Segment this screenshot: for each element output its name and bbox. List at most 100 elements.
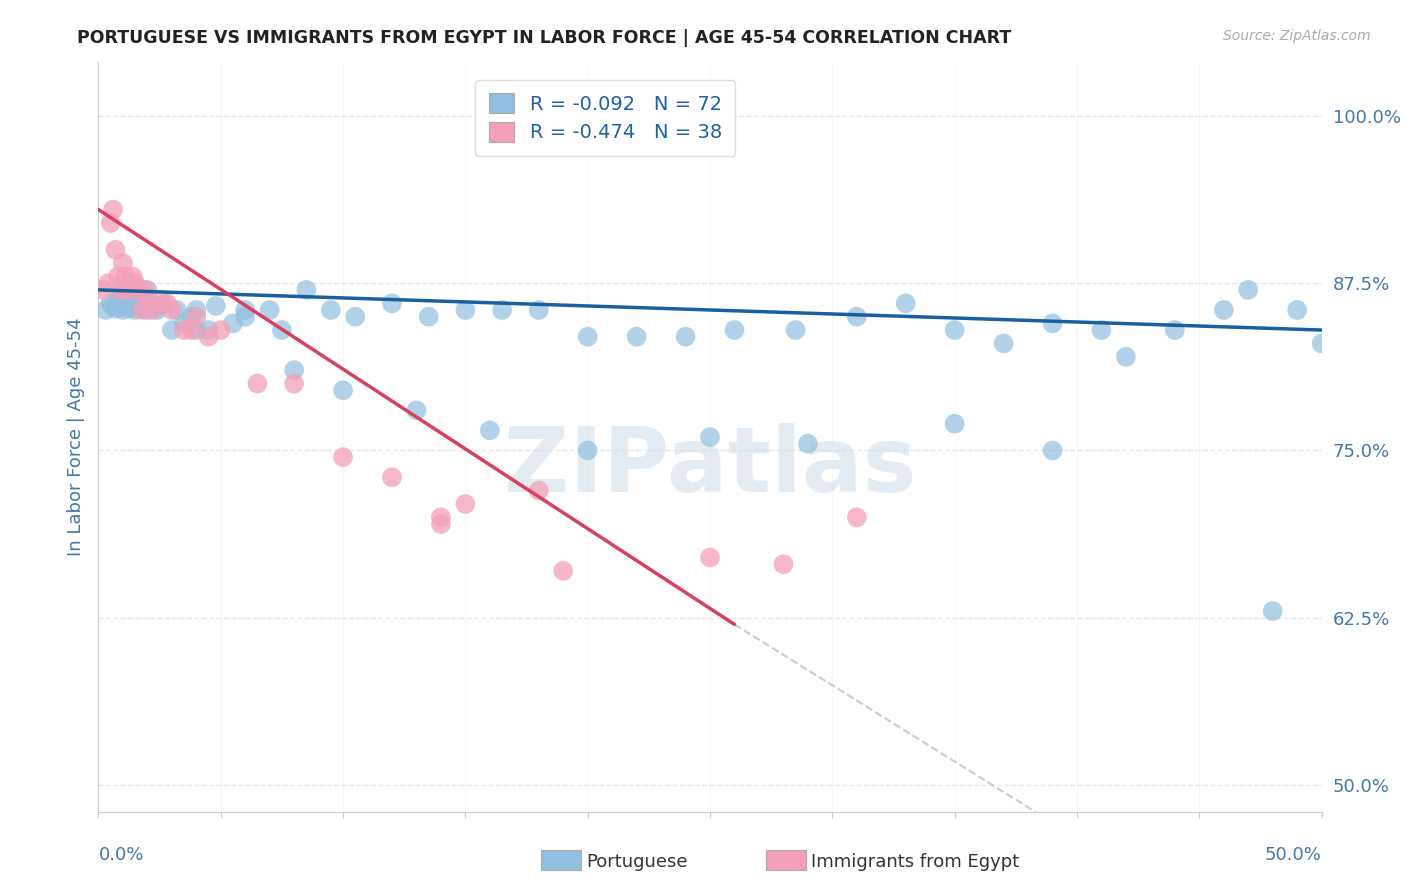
Text: ZIPatlas: ZIPatlas — [503, 423, 917, 511]
Point — [186, 303, 208, 318]
Point — [576, 443, 599, 458]
Point — [381, 470, 404, 484]
Point — [283, 376, 305, 391]
Point — [101, 299, 124, 313]
Point — [111, 256, 134, 270]
Point — [129, 299, 152, 313]
Point — [136, 283, 159, 297]
Text: Source: ZipAtlas.com: Source: ZipAtlas.com — [1223, 29, 1371, 43]
Point — [233, 303, 256, 318]
Text: PORTUGUESE VS IMMIGRANTS FROM EGYPT IN LABOR FORCE | AGE 45-54 CORRELATION CHART: PORTUGUESE VS IMMIGRANTS FROM EGYPT IN L… — [77, 29, 1011, 46]
Point — [180, 323, 202, 337]
Point — [139, 293, 162, 308]
Point — [576, 330, 599, 344]
Point — [160, 323, 183, 337]
Point — [101, 202, 124, 217]
Point — [104, 301, 127, 316]
Point — [723, 323, 745, 337]
Point — [430, 510, 453, 524]
Point — [675, 330, 697, 344]
Legend: R = -0.092   N = 72, R = -0.474   N = 38: R = -0.092 N = 72, R = -0.474 N = 38 — [475, 79, 735, 156]
Point — [100, 296, 122, 310]
Point — [110, 301, 132, 315]
Text: 0.0%: 0.0% — [98, 847, 143, 864]
Point — [141, 299, 163, 313]
Point — [270, 323, 294, 337]
Point — [797, 436, 820, 450]
Point — [107, 269, 129, 284]
Point — [205, 299, 228, 313]
Point — [127, 283, 149, 297]
Text: 50.0%: 50.0% — [1265, 847, 1322, 864]
Point — [344, 310, 367, 324]
Point — [699, 550, 721, 565]
Point — [209, 323, 232, 337]
Point — [121, 296, 143, 310]
Point — [136, 303, 159, 318]
Point — [146, 303, 169, 318]
Point — [131, 301, 153, 316]
Point — [993, 336, 1015, 351]
Point — [100, 216, 122, 230]
Point — [91, 283, 114, 297]
Point — [149, 299, 172, 313]
Point — [197, 323, 219, 337]
Point — [319, 303, 342, 318]
Point — [134, 296, 156, 310]
Point — [1261, 604, 1284, 618]
Point — [772, 557, 794, 571]
Point — [114, 269, 136, 284]
Point — [107, 293, 129, 308]
Point — [197, 330, 219, 344]
Point — [186, 323, 208, 337]
Point — [180, 310, 202, 324]
Point — [405, 403, 427, 417]
Point — [418, 310, 440, 324]
Point — [111, 303, 134, 318]
Point — [1212, 303, 1234, 318]
Point — [186, 310, 208, 324]
Point — [120, 301, 142, 316]
Point — [127, 296, 149, 310]
Point — [153, 296, 176, 310]
Point — [845, 510, 868, 524]
Point — [454, 303, 477, 318]
Point — [454, 497, 477, 511]
Y-axis label: In Labor Force | Age 45-54: In Labor Force | Age 45-54 — [66, 318, 84, 557]
Point — [114, 296, 136, 310]
Point — [173, 323, 195, 337]
Point — [222, 317, 245, 331]
Text: Portuguese: Portuguese — [586, 853, 688, 871]
Point — [104, 243, 127, 257]
Point — [626, 330, 648, 344]
Point — [1042, 317, 1064, 331]
Point — [110, 283, 132, 297]
Point — [1310, 336, 1333, 351]
Text: Immigrants from Egypt: Immigrants from Egypt — [811, 853, 1019, 871]
Point — [131, 303, 153, 318]
Point — [173, 317, 195, 331]
Point — [527, 303, 550, 318]
Point — [381, 296, 404, 310]
Point — [120, 277, 142, 291]
Point — [166, 303, 188, 318]
Point — [785, 323, 807, 337]
Point — [894, 296, 917, 310]
Point — [97, 277, 120, 291]
Point — [1090, 323, 1112, 337]
Point — [1042, 443, 1064, 458]
Point — [121, 269, 143, 284]
Point — [124, 277, 146, 291]
Point — [233, 310, 256, 324]
Point — [134, 283, 156, 297]
Point — [156, 296, 179, 310]
Point — [553, 564, 575, 578]
Point — [94, 303, 117, 318]
Point — [246, 376, 269, 391]
Point — [491, 303, 513, 318]
Point — [943, 417, 966, 431]
Point — [943, 323, 966, 337]
Point — [160, 303, 183, 318]
Point — [430, 517, 453, 532]
Point — [283, 363, 305, 377]
